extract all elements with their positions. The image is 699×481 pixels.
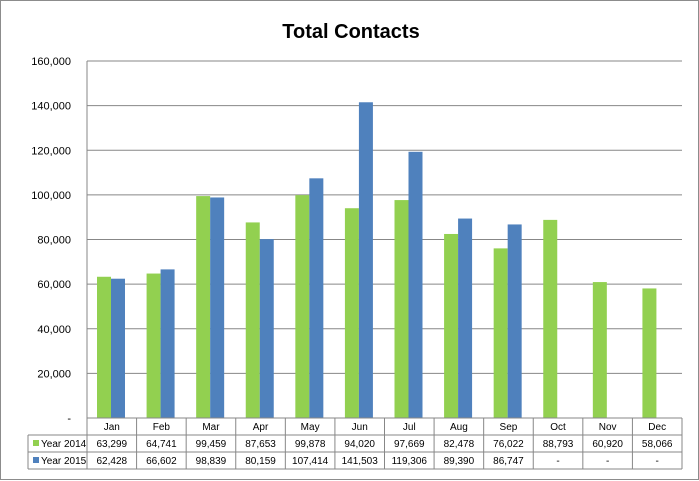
data-label: 58,066: [642, 439, 673, 450]
data-label: 80,159: [245, 456, 276, 467]
bar-year-2014-aug: [444, 233, 459, 418]
data-label: 66,602: [146, 456, 177, 467]
data-label: 98,839: [196, 456, 227, 467]
data-label: 82,478: [444, 439, 475, 450]
bar-year-2014-feb: [146, 273, 161, 418]
y-tick-label: 20,000: [37, 368, 71, 380]
y-tick-label: 160,000: [31, 56, 71, 68]
y-axis-tick-labels: - 20,000 40,000 60,000 80,000 100,000 120,000 1…: [31, 56, 71, 425]
bars: [97, 102, 657, 419]
bar-year-2014-jul: [394, 200, 409, 418]
x-tick-label: Aug: [450, 422, 468, 433]
bar-year-2015-aug: [458, 218, 473, 418]
data-label: 99,459: [196, 439, 227, 450]
bar-year-2014-jun: [344, 208, 359, 418]
x-tick-label: Apr: [253, 422, 269, 433]
data-label: -: [556, 456, 559, 467]
y-tick-label: 60,000: [37, 279, 71, 291]
data-label: 63,299: [96, 439, 127, 450]
grid-lines: [86, 60, 682, 419]
data-label: 76,022: [493, 439, 524, 450]
bar-year-2014-sep: [493, 248, 508, 418]
x-tick-label: Sep: [500, 422, 518, 433]
bar-year-2014-jan: [97, 276, 111, 418]
series-name: Year 2015: [41, 456, 87, 467]
bar-year-2014-may: [295, 195, 310, 418]
bar-year-2015-sep: [507, 224, 522, 418]
y-tick-label: 100,000: [31, 190, 71, 202]
x-tick-label: Feb: [153, 422, 171, 433]
data-label: 64,741: [146, 439, 177, 450]
bar-year-2014-nov: [592, 282, 607, 418]
data-label: 107,414: [292, 456, 329, 467]
data-label: 88,793: [543, 439, 574, 450]
y-tick-label: -: [67, 413, 71, 425]
data-label: -: [656, 456, 659, 467]
bar-year-2015-may: [309, 178, 324, 418]
bar-year-2015-jun: [358, 102, 373, 419]
x-tick-label: May: [301, 422, 320, 433]
legend-key: [33, 440, 39, 446]
x-tick-label: Jan: [104, 422, 120, 433]
data-label: 94,020: [344, 439, 375, 450]
data-label: 141,503: [342, 456, 379, 467]
data-label: -: [606, 456, 609, 467]
x-tick-label: Jul: [403, 422, 416, 433]
bar-year-2015-feb: [160, 269, 175, 418]
series-name: Year 2014: [41, 439, 87, 450]
bar-year-2015-mar: [210, 197, 225, 418]
y-tick-label: 40,000: [37, 324, 71, 336]
y-tick-label: 80,000: [37, 235, 71, 247]
bar-year-2015-jul: [408, 151, 423, 418]
data-table: Jan Feb Mar Apr May Jun Jul Aug Sep Oct Nov Dec Year…: [27, 417, 683, 470]
bar-year-2014-dec: [642, 288, 657, 418]
bar-year-2014-mar: [196, 196, 211, 418]
x-tick-label: Mar: [202, 422, 220, 433]
x-tick-label: Nov: [599, 422, 617, 433]
data-label: 86,747: [493, 456, 524, 467]
bar-year-2014-apr: [245, 222, 260, 418]
legend-key: [33, 457, 39, 463]
x-tick-label: Jun: [352, 422, 368, 433]
data-label: 62,428: [96, 456, 127, 467]
x-tick-label: Oct: [550, 422, 566, 433]
y-tick-label: 120,000: [31, 145, 71, 157]
data-label: 89,390: [444, 456, 475, 467]
data-label: 97,669: [394, 439, 425, 450]
data-label: 87,653: [245, 439, 276, 450]
chart-title: Total Contacts: [282, 21, 419, 43]
data-label: 119,306: [392, 456, 428, 467]
bar-year-2014-oct: [543, 219, 558, 418]
data-label: 60,920: [592, 439, 623, 450]
x-tick-label: Dec: [648, 422, 666, 433]
y-tick-label: 140,000: [31, 101, 71, 113]
bar-year-2015-jan: [111, 278, 125, 418]
bar-year-2015-apr: [259, 239, 274, 418]
data-label: 99,878: [295, 439, 326, 450]
